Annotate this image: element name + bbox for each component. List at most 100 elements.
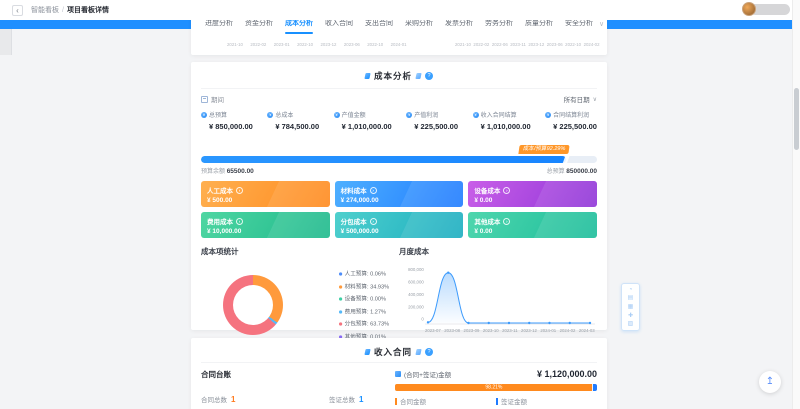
arrow-right-icon: ›	[236, 217, 243, 225]
scrollbar[interactable]	[792, 0, 800, 409]
visa-count-label: 签证总数	[329, 397, 355, 404]
cost-section-title: 成本分析	[373, 71, 412, 81]
tabs-collapse-icon[interactable]: ∨	[599, 21, 605, 28]
cost-card-value: ¥ 0.00	[474, 197, 493, 204]
contract-count-label: 合同总数	[201, 397, 227, 404]
cost-card-5[interactable]: 分包成本 › ¥ 500,000.00	[334, 212, 464, 238]
x-tick-label: 2024-01	[540, 329, 557, 334]
donut-chart-title: 成本项统计	[201, 247, 239, 256]
stat-value: ¥ 784,500.00	[275, 122, 320, 131]
avatar[interactable]	[742, 2, 756, 16]
breadcrumb-root[interactable]: 智能看板	[31, 7, 59, 14]
counts-row: 合同总数 1 签证总数 1	[201, 394, 395, 404]
table-icon[interactable]: ▦	[627, 303, 634, 310]
cost-analysis-panel: 成本分析 ? 期间 所有日期 ∨ ¥ 总预算 ¥ 850,000.00 ¥ 总成本 ¥ 7…	[191, 62, 607, 340]
tab-9[interactable]: 质量分析	[525, 20, 553, 27]
coin-icon: ¥	[201, 111, 207, 118]
arrow-right-icon: ›	[369, 217, 377, 225]
stat-item: ¥ 总成本 ¥ 784,500.00	[267, 110, 319, 131]
legend-text: 费用预算: 1.27%	[344, 309, 386, 315]
cost-card-1[interactable]: 人工成本 › ¥ 500.00	[201, 181, 330, 207]
legend-text: 设备预算: 0.00%	[344, 296, 386, 303]
data-point	[548, 321, 551, 325]
cost-card-value: ¥ 10,000.00	[207, 228, 242, 235]
stat-label: ¥ 合同结算利润	[545, 110, 597, 119]
stat-item: ¥ 总预算 ¥ 850,000.00	[201, 110, 253, 131]
x-tick-label: 2023-08	[444, 329, 461, 334]
budget-progress-zone: 成本/预算92.29% 预算余额 65500.00 总预算 850000.00	[201, 145, 597, 175]
axis-date-label: 2022-02	[473, 43, 490, 48]
scrollbar-thumb[interactable]	[794, 88, 799, 150]
user-pill[interactable]	[750, 4, 790, 15]
back-to-top-button[interactable]: ↥	[759, 371, 781, 393]
cost-card-2[interactable]: 材料成本 › ¥ 274,000.00	[334, 181, 464, 207]
monthly-y-axis: 800,000 600,000 400,000 200,000 0	[399, 268, 424, 322]
contract-count: 合同总数 1	[201, 394, 329, 404]
tab-4[interactable]: 收入合同	[325, 20, 353, 27]
stat-item: ¥ 合同结算利润 ¥ 225,500.00	[545, 110, 597, 131]
title-decor-icon	[415, 73, 422, 79]
bar-chart-icon[interactable]: ▤	[627, 295, 634, 302]
tab-8[interactable]: 劳务分析	[485, 20, 513, 27]
arrow-right-icon: ›	[236, 186, 243, 194]
x-tick-label: 2023-11	[502, 329, 518, 334]
monthly-x-axis: 2023-07 2023-08 2023-09 2023-10 2023-11 2023-…	[425, 329, 595, 333]
flag-icon[interactable]: ▨	[627, 321, 634, 328]
tab-7[interactable]: 发票分析	[445, 20, 473, 27]
axis-date-label: 2024-01	[390, 43, 407, 48]
axis-date-label: 2022-10	[565, 43, 582, 48]
legend-dot	[339, 334, 343, 339]
help-icon[interactable]: ?	[425, 72, 433, 80]
stat-label-text: 产值金额	[341, 113, 366, 119]
visa-count-value[interactable]: 1	[359, 395, 364, 404]
income-legend-label: 合同金额	[395, 396, 496, 406]
data-point	[588, 321, 592, 325]
tab-1[interactable]: 进度分析	[205, 20, 233, 27]
title-decor-icon	[415, 349, 422, 355]
axis-date-label: 2022-02	[250, 43, 267, 48]
plus-icon[interactable]: ✚	[627, 312, 634, 319]
legend-item: 其他预算: 0.01%	[339, 333, 389, 341]
stat-label-text: 总成本	[275, 113, 294, 119]
cost-card-3[interactable]: 设备成本 › ¥ 0.00	[468, 181, 597, 207]
tab-2[interactable]: 资金分析	[245, 20, 273, 27]
legend-text: 材料预算: 34.93%	[344, 284, 390, 290]
cost-budget-ratio-badge: 成本/预算92.29%	[518, 145, 570, 154]
budget-remaining: 预算余额 65500.00	[201, 168, 254, 175]
contract-count-value[interactable]: 1	[231, 395, 236, 404]
date-filter-dropdown[interactable]: 所有日期 ∨	[564, 94, 597, 105]
legend-item: 分包预算: 63.73%	[339, 320, 389, 328]
amount-row: (合同+签证)金额 ¥ 1,120,000.00	[395, 369, 597, 379]
legend-item: 材料预算: 34.93%	[339, 283, 389, 291]
arrow-right-icon: ›	[369, 186, 377, 194]
donut-wrap: 人工预算: 0.06% 材料预算: 34.93% 设备预算: 0.00% 费用预算: …	[201, 269, 399, 342]
tab-6[interactable]: 采购分析	[405, 20, 433, 27]
cost-card-value: ¥ 500.00	[207, 197, 233, 204]
amount-icon	[395, 371, 401, 377]
back-icon[interactable]: ‹	[12, 4, 23, 16]
donut-legend: 人工预算: 0.06% 材料预算: 34.93% 设备预算: 0.00% 费用预算: …	[339, 269, 402, 342]
cost-card-title: 其他成本 ›	[474, 216, 591, 226]
legend-text: 合同金额	[400, 399, 426, 406]
stat-value: ¥ 225,500.00	[553, 122, 597, 131]
legend-text: 人工预算: 0.06%	[344, 271, 386, 278]
help-icon[interactable]: ?	[425, 348, 433, 356]
tab-10[interactable]: 安全分析	[565, 20, 593, 27]
floating-toolbar[interactable]: ◔ ▤ ▦ ✚ ▨	[621, 283, 640, 331]
arrow-up-icon: ↥	[765, 376, 775, 387]
data-point	[447, 271, 450, 274]
budget-total: 总预算 850000.00	[546, 168, 597, 175]
cost-card-6[interactable]: 其他成本 › ¥ 0.00	[468, 212, 597, 238]
pie-chart-icon[interactable]: ◔	[628, 286, 633, 293]
mini-axis-dates-left: 2021-10 2022-02 2023-01 2022-10 2023-12 2023-…	[227, 43, 407, 47]
coin-icon: ¥	[267, 111, 274, 118]
tab-5[interactable]: 支出合同	[365, 20, 393, 27]
breadcrumb-current: 项目看板详情	[66, 7, 109, 14]
contract-amount-segment: 98.21%	[395, 384, 592, 391]
title-decor-icon	[364, 349, 371, 355]
tab-3[interactable]: 成本分析	[279, 12, 319, 36]
amount-stacked-bar: 98.21%	[395, 384, 597, 391]
cost-card-value: ¥ 0.00	[474, 228, 493, 235]
cost-card-4[interactable]: 费用成本 › ¥ 10,000.00	[201, 212, 330, 238]
contract-ledger: 合同台账 合同总数 1 签证总数 1	[201, 369, 395, 409]
